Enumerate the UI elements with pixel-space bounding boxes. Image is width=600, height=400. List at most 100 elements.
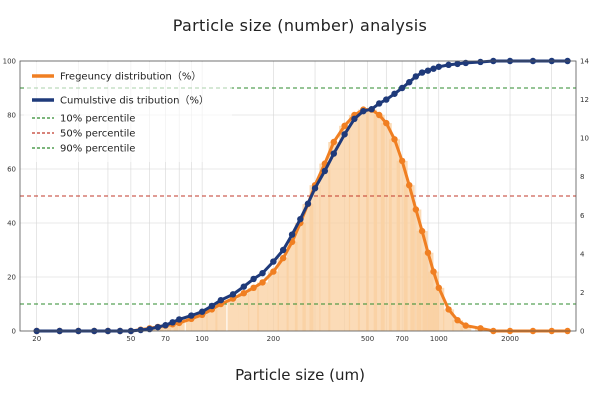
frequency-bar	[416, 231, 428, 331]
y-left-tick-label: 40	[7, 220, 16, 228]
frequency-bar	[389, 139, 401, 331]
chart-title: Particle size (number) analysis	[172, 16, 428, 35]
cumulative-point	[270, 258, 277, 265]
cumulative-point	[398, 84, 406, 92]
frequency-bar	[294, 223, 306, 331]
y-right-tick-label: 8	[580, 173, 584, 181]
y-right-tick-label: 14	[580, 58, 589, 66]
cumulative-point	[445, 61, 452, 69]
frequency-point	[341, 122, 348, 129]
x-tick-label: 1000	[430, 335, 448, 343]
cumulative-point	[454, 60, 461, 68]
frequency-bar	[248, 287, 260, 331]
cumulative-point	[383, 96, 390, 103]
frequency-bar	[396, 160, 408, 331]
legend-box	[24, 62, 232, 162]
cumulative-point	[259, 269, 266, 277]
y-left-tick-label: 0	[12, 328, 16, 336]
frequency-bar	[267, 271, 279, 331]
x-tick-label: 700	[395, 335, 408, 343]
cumulative-point	[391, 90, 398, 97]
cumulative-point	[229, 291, 237, 298]
frequency-bar	[215, 304, 227, 331]
frequency-bar	[167, 324, 179, 331]
frequency-point	[398, 157, 406, 165]
y-right-tick-label: 0	[580, 328, 584, 336]
frequency-point	[477, 325, 484, 332]
y-right-tick-label: 2	[580, 289, 584, 297]
frequency-bar	[328, 142, 340, 331]
frequency-bar	[443, 309, 455, 331]
cumulative-point	[430, 65, 437, 72]
frequency-point	[430, 268, 437, 275]
cumulative-point	[360, 107, 367, 115]
frequency-bar	[373, 115, 385, 331]
frequency-point	[330, 138, 337, 146]
frequency-bar	[319, 163, 331, 331]
cumulative-point	[351, 115, 358, 123]
cumulative-point	[217, 296, 225, 304]
frequency-point	[279, 254, 287, 262]
frequency-point	[406, 182, 413, 189]
plot-frame	[19, 60, 577, 332]
cumulative-point	[311, 185, 319, 192]
frequency-point	[454, 317, 461, 324]
cumulative-point	[279, 246, 287, 254]
frequency-bar	[422, 252, 434, 331]
cumulative-point	[412, 73, 420, 80]
y-right-tick-label: 12	[580, 96, 589, 104]
cumulative-point	[297, 215, 304, 223]
frequency-point	[445, 306, 452, 313]
x-tick-label: 2000	[501, 335, 519, 343]
legend-label: Fregeuncy distribution（%）	[60, 71, 201, 83]
frequency-bar	[366, 109, 378, 331]
frequency-point	[435, 284, 442, 291]
cumulative-point	[477, 58, 484, 66]
frequency-bar	[380, 123, 392, 331]
frequency-bar	[227, 298, 239, 331]
cumulative-point	[424, 67, 432, 74]
frequency-point	[259, 279, 266, 286]
frequency-point	[391, 136, 398, 143]
cumulative-point	[169, 319, 176, 326]
cumulative-point	[330, 150, 337, 157]
x-tick-label: 50	[126, 335, 135, 343]
cumulative-point	[341, 131, 348, 138]
frequency-bar	[309, 185, 321, 331]
y-left-tick-label: 80	[7, 112, 16, 120]
frequency-point	[250, 284, 257, 291]
cumulative-line	[36, 59, 568, 333]
y-left-tick-label: 100	[3, 58, 16, 66]
x-axis-label: Particle size (um)	[235, 366, 365, 384]
frequency-bar	[403, 185, 415, 331]
frequency-bar	[452, 320, 464, 331]
frequency-point	[375, 111, 383, 119]
cumulative-point	[368, 106, 375, 113]
cumulative-point	[288, 231, 296, 238]
frequency-point	[270, 268, 277, 275]
frequency-bar	[196, 314, 208, 331]
cumulative-point	[175, 316, 183, 323]
cumulative-point	[240, 283, 247, 290]
cumulative-point	[406, 79, 413, 86]
axes: 20 50 70 100 200 500 700 1000 200002040608010002…	[3, 58, 590, 344]
cumulative-point	[154, 323, 162, 331]
cumulative-point	[162, 322, 169, 329]
legend-label: Cumulstive dis tribution（%）	[60, 95, 209, 107]
frequency-point	[412, 206, 420, 213]
legend: Fregeuncy distribution（%） Cumulstive dis …	[24, 62, 232, 162]
y-left-tick-label: 20	[7, 274, 16, 282]
y-right-tick-label: 10	[580, 135, 589, 143]
frequency-bar	[339, 125, 351, 331]
frequency-bar	[302, 204, 314, 331]
frequency-bar	[348, 115, 360, 331]
frequency-point	[424, 249, 432, 256]
frequency-bar	[206, 309, 218, 331]
frequency-point	[240, 290, 247, 297]
x-tick-label: 500	[361, 335, 374, 343]
x-tick-label: 20	[32, 335, 41, 343]
y-right-tick-label: 4	[580, 250, 585, 258]
cumulative-point	[418, 69, 426, 76]
x-tick-label: 70	[161, 335, 170, 343]
